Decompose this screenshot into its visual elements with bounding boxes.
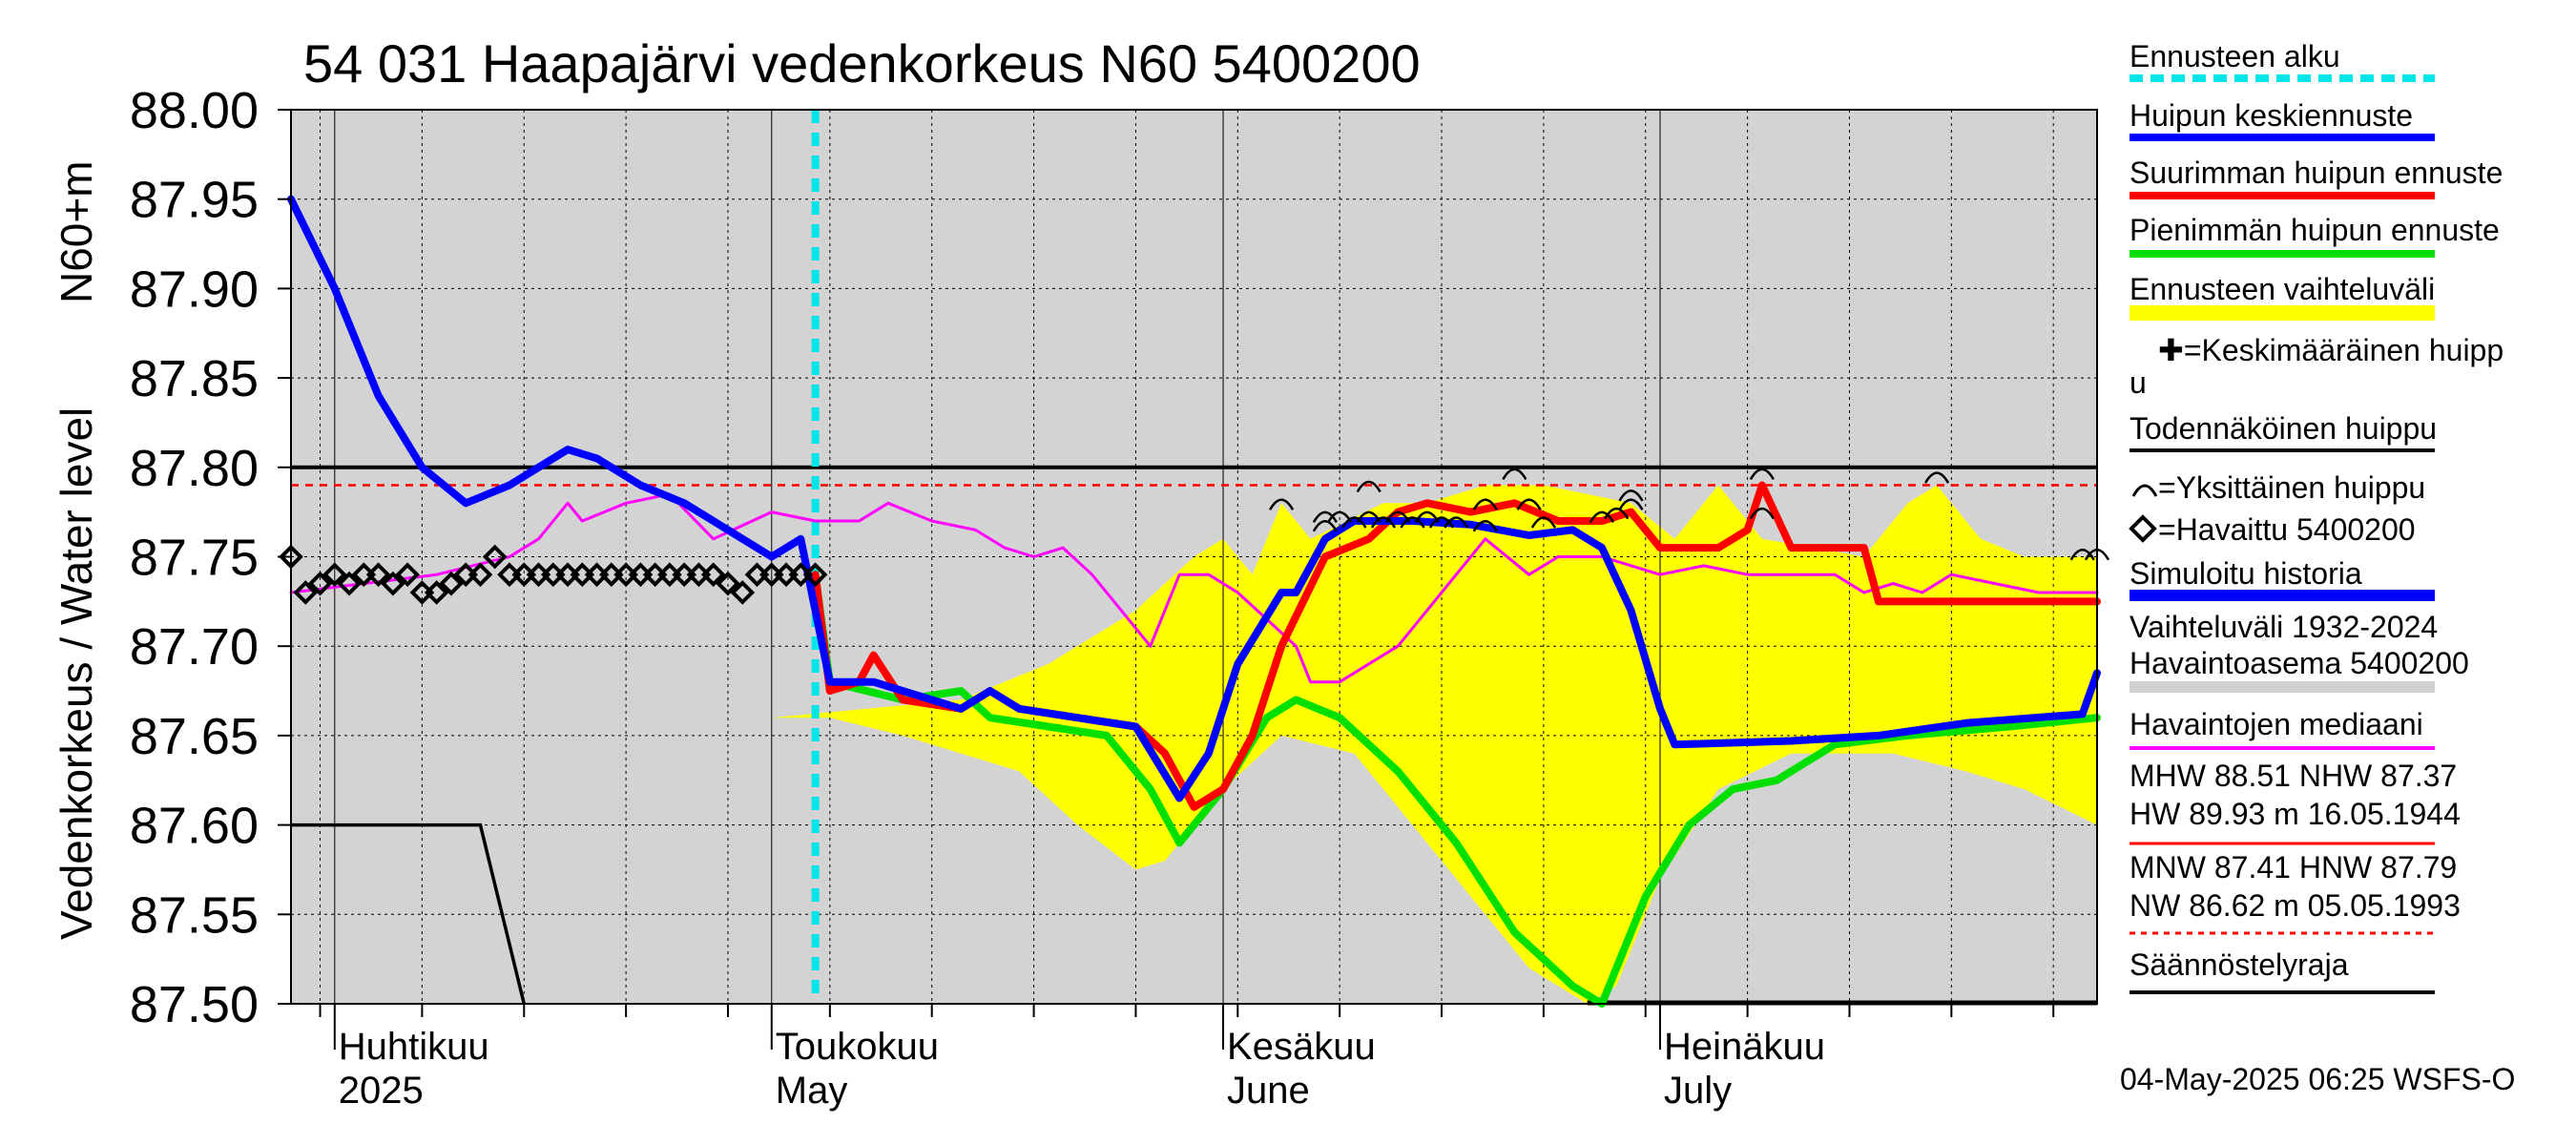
observed-point <box>337 571 362 596</box>
legend-label: Huipun keskiennuste <box>2129 98 2413 133</box>
legend-label-2: Havaintoasema 5400200 <box>2129 646 2469 680</box>
y-tick-label: 87.90 <box>130 260 259 318</box>
single-peak-marker <box>1604 507 1630 520</box>
single-peak-marker <box>1530 516 1556 529</box>
single-peak-marker <box>1472 520 1498 532</box>
legend-peak-icon <box>2131 484 2158 497</box>
observed-point <box>467 562 493 588</box>
single-peak-marker <box>1312 520 1338 532</box>
single-peak-marker <box>2069 549 2095 561</box>
observed-point <box>381 571 405 596</box>
chart-title: 54 031 Haapajärvi vedenkorkeus N60 54002… <box>303 33 1421 94</box>
y-axis-ticks: 87.50 87.55 87.60 87.65 87.70 87.75 87.80 87.85… <box>130 82 291 1033</box>
series-huipun-keskiennuste <box>287 195 2101 802</box>
y-tick-label: 87.80 <box>130 440 259 497</box>
single-peak-marker <box>1618 489 1644 502</box>
y-axis-label-top: N60+m <box>52 160 101 303</box>
legend-label: ✚=Keskimääräinen huipp <box>2158 333 2503 367</box>
legend-label: Ennusteen vaihteluväli <box>2129 272 2435 306</box>
observed-point <box>307 571 333 596</box>
month-label-fi: Toukokuu <box>776 1026 939 1068</box>
legend-label: Ennusteen alku <box>2129 39 2340 73</box>
legend-label: =Havaittu 5400200 <box>2158 512 2416 547</box>
y-tick-label: 87.95 <box>130 172 259 229</box>
y-tick-label: 88.00 <box>130 82 259 139</box>
single-peak-marker <box>1400 516 1425 529</box>
single-peak-marker <box>1749 468 1775 481</box>
observed-point <box>482 544 508 570</box>
y-tick-label: 87.50 <box>130 976 259 1033</box>
plot-area <box>279 109 2110 1008</box>
legend-diamond-icon <box>2129 514 2157 543</box>
month-label-en: June <box>1227 1070 1310 1112</box>
legend: Ennusteen alku Huipun keskiennuste Suurimm… <box>2129 39 2503 994</box>
series-pienimm-n-huipun-ennuste <box>811 571 2101 1008</box>
footer-timestamp: 04-May-2025 06:25 WSFS-O <box>2120 1062 2515 1096</box>
single-peak-marker <box>1341 516 1367 529</box>
observed-point <box>293 580 319 605</box>
y-tick-label: 87.65 <box>130 708 259 765</box>
month-label-fi: Huhtikuu <box>339 1026 489 1068</box>
observed-point <box>365 562 391 588</box>
single-peak-marker <box>1618 498 1644 510</box>
single-peak-marker <box>1749 507 1775 520</box>
legend-label: Suurimman huipun ennuste <box>2129 156 2503 190</box>
legend-label: Todennäköinen huippu <box>2129 411 2437 446</box>
legend-label: MHW 88.51 NHW 87.37 <box>2129 759 2457 793</box>
y-tick-label: 87.70 <box>130 618 259 676</box>
legend-label: Vaihteluväli 1932-2024 <box>2129 610 2438 644</box>
y-axis-label: Vedenkorkeus / Water level <box>52 407 101 940</box>
single-peak-marker <box>1923 471 1950 484</box>
month-label-en: 2025 <box>339 1070 424 1112</box>
legend-label-2: HW 89.93 m 16.05.1944 <box>2129 797 2461 831</box>
y-tick-label: 87.85 <box>130 350 259 407</box>
y-tick-label: 87.60 <box>130 798 259 855</box>
month-label-fi: Heinäkuu <box>1664 1026 1825 1068</box>
single-peak-marker <box>1269 498 1295 510</box>
single-peak-marker <box>1472 498 1498 510</box>
observed-point <box>716 571 740 596</box>
y-tick-label: 87.75 <box>130 530 259 587</box>
legend-label-2: u <box>2129 365 2147 400</box>
single-peak-marker <box>1356 480 1381 493</box>
regulation-limit-line <box>291 822 526 1005</box>
y-tick-label: 87.55 <box>130 886 259 944</box>
legend-label: Pienimmän huipun ennuste <box>2129 213 2500 247</box>
legend-label: Havaintojen mediaani <box>2129 707 2423 741</box>
single-peak-marker <box>1502 468 1527 481</box>
month-label-en: May <box>776 1070 848 1112</box>
observed-point <box>424 580 449 605</box>
single-peak-marker <box>1444 516 1469 529</box>
observed-point <box>700 562 726 588</box>
legend-label: Simuloitu historia <box>2129 556 2362 591</box>
legend-label-2: NW 86.62 m 05.05.1993 <box>2129 888 2461 923</box>
month-label-en: July <box>1664 1070 1732 1112</box>
single-peak-marker <box>1589 510 1615 524</box>
single-peak-marker <box>1312 510 1338 524</box>
single-peak-marker <box>1370 516 1397 529</box>
forecast-variation-band <box>771 485 2097 1004</box>
legend-label: =Yksittäinen huippu <box>2158 470 2425 505</box>
observed-point <box>322 562 347 588</box>
legend-label: Säännöstelyraja <box>2129 947 2349 982</box>
observed-point <box>730 580 756 605</box>
legend-label: MNW 87.41 HNW 87.79 <box>2129 850 2457 885</box>
single-peak-marker <box>1516 498 1542 510</box>
month-label-fi: Kesäkuu <box>1227 1026 1376 1068</box>
observed-point <box>439 571 464 596</box>
observed-point <box>395 562 420 588</box>
single-peak-marker <box>1428 516 1455 529</box>
observed-point <box>802 562 828 588</box>
